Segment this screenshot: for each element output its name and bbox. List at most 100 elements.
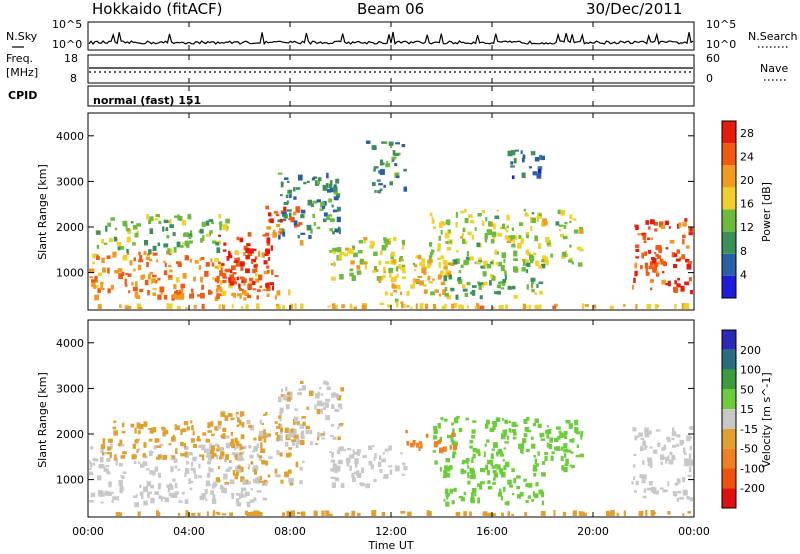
- echo-cell: [635, 225, 639, 230]
- echo-cell: [537, 423, 542, 429]
- echo-cell: [484, 234, 488, 240]
- echo-cell: [492, 482, 496, 485]
- echo-cell: [174, 291, 177, 296]
- echo-cell: [379, 169, 385, 175]
- echo-cell: [180, 215, 183, 220]
- echo-cell: [423, 284, 427, 287]
- echo-cell: [497, 232, 500, 237]
- echo-cell: [532, 422, 537, 427]
- echo-cell: [488, 221, 492, 226]
- echo-cell: [508, 235, 512, 239]
- echo-cell: [577, 262, 583, 267]
- echo-cell: [662, 489, 667, 493]
- echo-cell: [272, 229, 276, 236]
- echo-cell: [498, 305, 504, 309]
- echo-cell: [266, 243, 270, 246]
- nave-label: Nave: [760, 62, 788, 75]
- echo-cell: [642, 440, 646, 446]
- echo-cell: [419, 303, 424, 309]
- echo-cell: [349, 303, 353, 309]
- echo-cell: [248, 424, 252, 428]
- echo-cell: [579, 227, 583, 230]
- echo-cell: [423, 289, 428, 294]
- echo-cell: [289, 192, 292, 199]
- echo-cell: [449, 489, 453, 494]
- echo-cell: [234, 448, 237, 451]
- echo-cell: [271, 285, 274, 291]
- echo-cell: [338, 226, 341, 230]
- echo-cell: [541, 500, 545, 506]
- echo-cell: [349, 454, 355, 459]
- echo-cell: [274, 421, 278, 424]
- echo-cell: [255, 267, 258, 273]
- echo-cell: [606, 510, 610, 516]
- echo-cell: [496, 209, 499, 212]
- echo-cell: [443, 418, 448, 422]
- echo-cell: [306, 224, 312, 231]
- echo-cell: [486, 263, 492, 269]
- echo-cell: [440, 417, 444, 421]
- echo-cell: [349, 272, 354, 277]
- echo-cell: [133, 257, 137, 262]
- echo-cell: [209, 468, 214, 473]
- echo-cell: [633, 490, 638, 493]
- echo-cell: [160, 426, 165, 429]
- echo-cell: [558, 430, 562, 434]
- echo-cell: [474, 227, 477, 231]
- echo-cell: [496, 464, 501, 470]
- echo-cell: [497, 290, 501, 295]
- echo-cell: [555, 221, 560, 226]
- echo-cell: [463, 470, 467, 474]
- echo-cell: [486, 439, 490, 443]
- echo-cell: [541, 263, 546, 269]
- echo-cell: [159, 443, 164, 447]
- echo-cell: [542, 258, 548, 263]
- echo-cell: [491, 276, 496, 281]
- echo-cell: [175, 289, 178, 295]
- echo-cell: [504, 235, 508, 240]
- echo-cell: [510, 238, 515, 241]
- echo-cell: [190, 438, 195, 443]
- echo-cell: [672, 444, 677, 448]
- echo-cell: [110, 284, 114, 290]
- echo-cell: [689, 290, 693, 295]
- echo-cell: [131, 454, 137, 459]
- echo-cell: [381, 141, 386, 144]
- x-tick-label: 00:00: [72, 525, 104, 538]
- echo-cell: [574, 427, 579, 433]
- echo-cell: [334, 305, 339, 309]
- y-tick-label: 3000: [56, 175, 84, 188]
- echo-cell: [122, 451, 127, 455]
- echo-cell: [394, 163, 398, 167]
- echo-cell: [554, 437, 559, 443]
- echo-cell: [89, 460, 92, 464]
- echo-cell: [674, 304, 677, 309]
- echo-cell: [565, 419, 571, 424]
- echo-cell: [294, 408, 298, 411]
- echo-cell: [256, 453, 259, 458]
- echo-cell: [212, 510, 216, 516]
- echo-cell: [245, 304, 249, 309]
- echo-cell: [91, 282, 96, 288]
- echo-cell: [562, 511, 566, 516]
- echo-cell: [343, 253, 348, 257]
- echo-cell: [399, 291, 402, 296]
- echo-cell: [267, 474, 271, 478]
- echo-cell: [479, 282, 484, 285]
- echo-cell: [480, 468, 485, 473]
- echo-region: [89, 443, 269, 508]
- echo-cell: [200, 292, 205, 299]
- echo-cell: [197, 512, 201, 516]
- echo-cell: [526, 262, 531, 267]
- echo-cell: [579, 453, 584, 458]
- echo-cell: [279, 434, 283, 441]
- echo-cell: [516, 475, 521, 479]
- echo-cell: [261, 480, 264, 486]
- echo-cell: [190, 467, 196, 471]
- echo-cell: [183, 421, 189, 426]
- echo-cell: [224, 415, 229, 421]
- echo-cell: [208, 219, 214, 222]
- echo-cell: [280, 432, 283, 435]
- echo-cell: [443, 275, 447, 282]
